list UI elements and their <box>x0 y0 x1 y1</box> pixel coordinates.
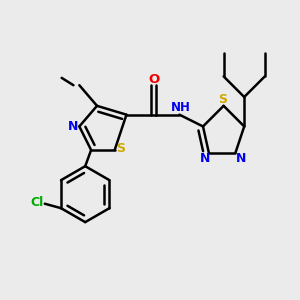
Text: NH: NH <box>171 101 191 114</box>
Text: N: N <box>68 120 78 133</box>
Text: S: S <box>218 93 226 106</box>
Text: N: N <box>236 152 246 165</box>
Text: Cl: Cl <box>31 196 44 209</box>
Text: O: O <box>149 74 160 86</box>
Text: S: S <box>116 142 125 155</box>
Text: N: N <box>200 152 211 165</box>
